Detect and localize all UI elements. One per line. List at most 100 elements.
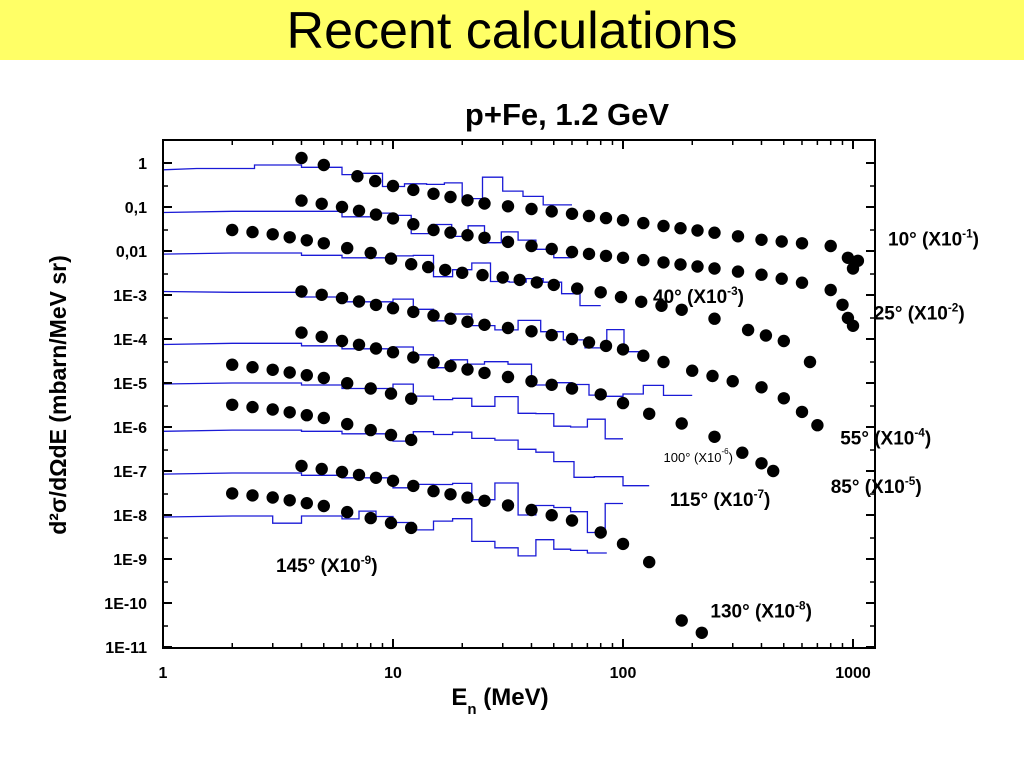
data-point-25deg bbox=[674, 258, 687, 271]
data-point-100deg bbox=[266, 363, 279, 376]
data-point-145deg bbox=[384, 516, 398, 530]
y-tick-label: 0,01 bbox=[116, 244, 147, 261]
data-point-25deg bbox=[691, 260, 704, 273]
angle-label: 85° (X10-5) bbox=[831, 475, 922, 498]
data-point-55deg bbox=[795, 405, 809, 419]
data-point-130deg bbox=[643, 555, 656, 569]
angle-label: 115° (X10-7) bbox=[670, 488, 770, 511]
calculated-curve-85deg bbox=[162, 342, 693, 397]
data-point-40deg bbox=[405, 258, 418, 271]
data-point-85deg bbox=[386, 346, 400, 359]
data-point-10deg bbox=[599, 211, 613, 225]
data-point-55deg bbox=[686, 364, 699, 377]
data-point-40deg bbox=[317, 237, 330, 250]
data-point-40deg bbox=[777, 334, 790, 348]
angle-label: 145° (X10-9) bbox=[276, 554, 378, 577]
data-point-145deg bbox=[364, 511, 377, 525]
data-point-130deg bbox=[501, 499, 515, 512]
data-point-130deg bbox=[427, 484, 440, 498]
data-point-10deg bbox=[351, 170, 364, 183]
data-point-130deg bbox=[545, 509, 558, 522]
data-point-40deg bbox=[476, 268, 489, 282]
data-point-25deg bbox=[708, 262, 721, 275]
data-point-55deg bbox=[706, 369, 719, 383]
data-point-145deg bbox=[317, 499, 330, 513]
data-point-130deg bbox=[594, 526, 607, 539]
data-point-55deg bbox=[501, 321, 515, 335]
data-point-145deg bbox=[266, 491, 279, 504]
data-point-25deg bbox=[315, 197, 328, 210]
data-point-55deg bbox=[637, 349, 650, 362]
data-point-25deg bbox=[461, 229, 474, 242]
data-point-130deg bbox=[478, 494, 491, 507]
data-point-55deg bbox=[444, 312, 457, 325]
data-point-85deg bbox=[545, 378, 558, 391]
data-point-10deg bbox=[369, 174, 382, 188]
data-point-55deg bbox=[777, 392, 790, 405]
data-point-25deg bbox=[386, 212, 400, 225]
x-axis-title: En (MeV) bbox=[451, 684, 548, 718]
data-point-85deg bbox=[736, 446, 749, 459]
data-point-25deg bbox=[427, 223, 440, 237]
data-point-55deg bbox=[545, 328, 558, 342]
data-point-85deg bbox=[295, 326, 308, 339]
axes: 1 10 100 1000 1 0,1 0,01 1E-3 1E-4 1E-5 1E-6 1E-7 1E… bbox=[104, 139, 876, 682]
calculated-curve-100deg bbox=[162, 382, 623, 440]
data-point-25deg bbox=[599, 249, 613, 263]
data-point-10deg bbox=[386, 179, 400, 193]
data-point-10deg bbox=[691, 224, 704, 237]
data-point-55deg bbox=[335, 291, 349, 305]
angle-label: 130° (X10-8) bbox=[710, 599, 812, 622]
angle-label: 55° (X10-4) bbox=[840, 427, 931, 450]
data-point-85deg bbox=[315, 330, 328, 343]
data-point-130deg bbox=[335, 465, 349, 479]
data-point-55deg bbox=[811, 419, 824, 432]
data-point-10deg bbox=[731, 230, 745, 243]
data-point-85deg bbox=[767, 464, 780, 478]
y-tick-label: 1E-11 bbox=[105, 640, 147, 657]
data-point-10deg bbox=[478, 197, 491, 210]
data-point-40deg bbox=[513, 273, 526, 287]
data-point-85deg bbox=[335, 334, 349, 348]
data-point-55deg bbox=[427, 309, 440, 322]
data-point-130deg bbox=[525, 503, 538, 517]
data-point-145deg bbox=[246, 489, 259, 502]
x-tick-label: 100 bbox=[610, 665, 637, 682]
data-point-40deg bbox=[675, 303, 688, 316]
data-point-40deg bbox=[341, 241, 354, 255]
data-point-85deg bbox=[369, 342, 383, 355]
data-point-115deg bbox=[283, 406, 296, 419]
angle-label: 40° (X10-3) bbox=[653, 285, 744, 308]
data-point-115deg bbox=[341, 417, 354, 431]
data-point-85deg bbox=[501, 370, 515, 384]
chart-title: p+Fe, 1.2 GeV bbox=[465, 97, 670, 132]
data-point-10deg bbox=[775, 235, 788, 248]
data-point-55deg bbox=[315, 288, 328, 301]
data-point-25deg bbox=[352, 204, 366, 217]
data-point-10deg bbox=[317, 158, 330, 172]
y-tick-label: 1E-7 bbox=[113, 464, 147, 481]
data-point-85deg bbox=[643, 407, 656, 420]
data-point-130deg bbox=[315, 462, 328, 476]
data-point-115deg bbox=[266, 403, 279, 416]
data-point-100deg bbox=[405, 392, 418, 405]
data-point-40deg bbox=[439, 263, 452, 277]
data-point-55deg bbox=[407, 305, 420, 319]
data-point-10deg bbox=[851, 254, 865, 267]
data-point-25deg bbox=[335, 200, 349, 214]
data-point-85deg bbox=[427, 356, 440, 369]
y-tick-label: 1 bbox=[138, 156, 147, 173]
data-point-145deg bbox=[341, 505, 354, 519]
data-point-55deg bbox=[726, 375, 739, 388]
data-point-85deg bbox=[478, 366, 491, 380]
data-point-115deg bbox=[317, 411, 330, 425]
data-point-40deg bbox=[456, 266, 469, 279]
data-point-10deg bbox=[501, 200, 515, 213]
angle-labels: 10° (X10-1) 25° (X10-2) 40° (X10-3) 55° (X1… bbox=[276, 227, 979, 622]
data-point-40deg bbox=[300, 234, 313, 247]
angle-label: 10° (X10-1) bbox=[888, 227, 979, 250]
data-point-10deg bbox=[637, 216, 650, 230]
data-point-25deg bbox=[795, 276, 809, 289]
data-point-115deg bbox=[246, 400, 259, 414]
data-point-130deg bbox=[461, 491, 474, 504]
